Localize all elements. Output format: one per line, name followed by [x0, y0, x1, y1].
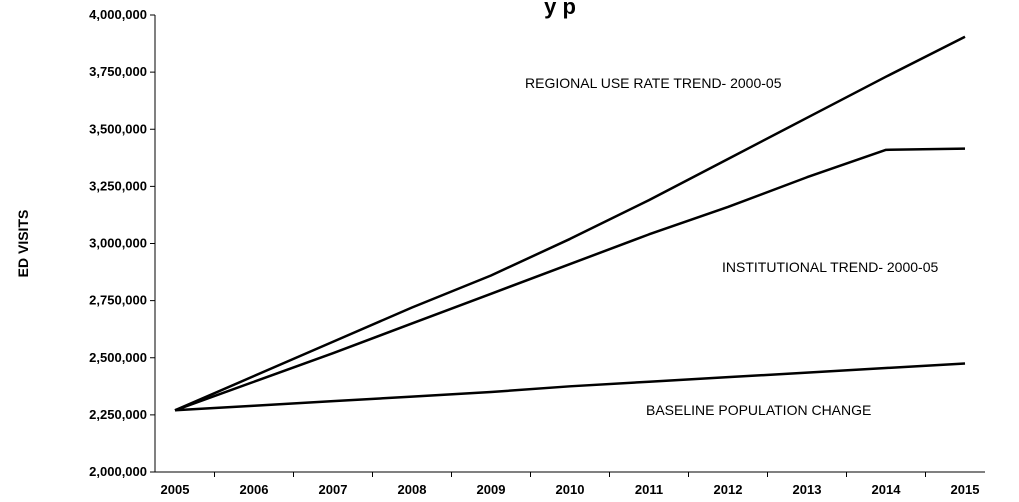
y-tick-label: 3,000,000 [89, 236, 147, 251]
y-axis-title: ED VISITS [15, 210, 31, 278]
x-tick-label: 2007 [319, 482, 348, 497]
chart-title: y p [544, 0, 576, 19]
annotation-institutional-trend: INSTITUTIONAL TREND- 2000-05 [722, 259, 938, 275]
y-tick-label: 2,250,000 [89, 407, 147, 422]
x-tick-label: 2012 [714, 482, 743, 497]
x-tick-label: 2011 [635, 482, 663, 497]
y-tick-label: 3,500,000 [89, 121, 147, 136]
y-tick-label: 3,750,000 [89, 64, 147, 79]
x-tick-label: 2015 [951, 482, 980, 497]
y-tick-label: 2,000,000 [89, 464, 147, 479]
x-tick-label: 2006 [240, 482, 269, 497]
annotation-baseline-population: BASELINE POPULATION CHANGE [646, 402, 871, 418]
x-tick-label: 2009 [477, 482, 506, 497]
x-tick-label: 2008 [398, 482, 427, 497]
y-tick-label: 2,500,000 [89, 350, 147, 365]
x-tick-label: 2010 [556, 482, 585, 497]
x-tick-label: 2014 [872, 482, 902, 497]
series-line-regional-use-rate [174, 35, 966, 412]
x-tick-label: 2013 [793, 482, 822, 497]
y-tick-label: 4,000,000 [89, 7, 147, 22]
y-tick-label: 2,750,000 [89, 293, 147, 308]
annotation-regional-use-rate: REGIONAL USE RATE TREND- 2000-05 [525, 75, 782, 91]
x-tick-label: 2005 [161, 482, 190, 497]
y-tick-label: 3,250,000 [89, 178, 147, 193]
